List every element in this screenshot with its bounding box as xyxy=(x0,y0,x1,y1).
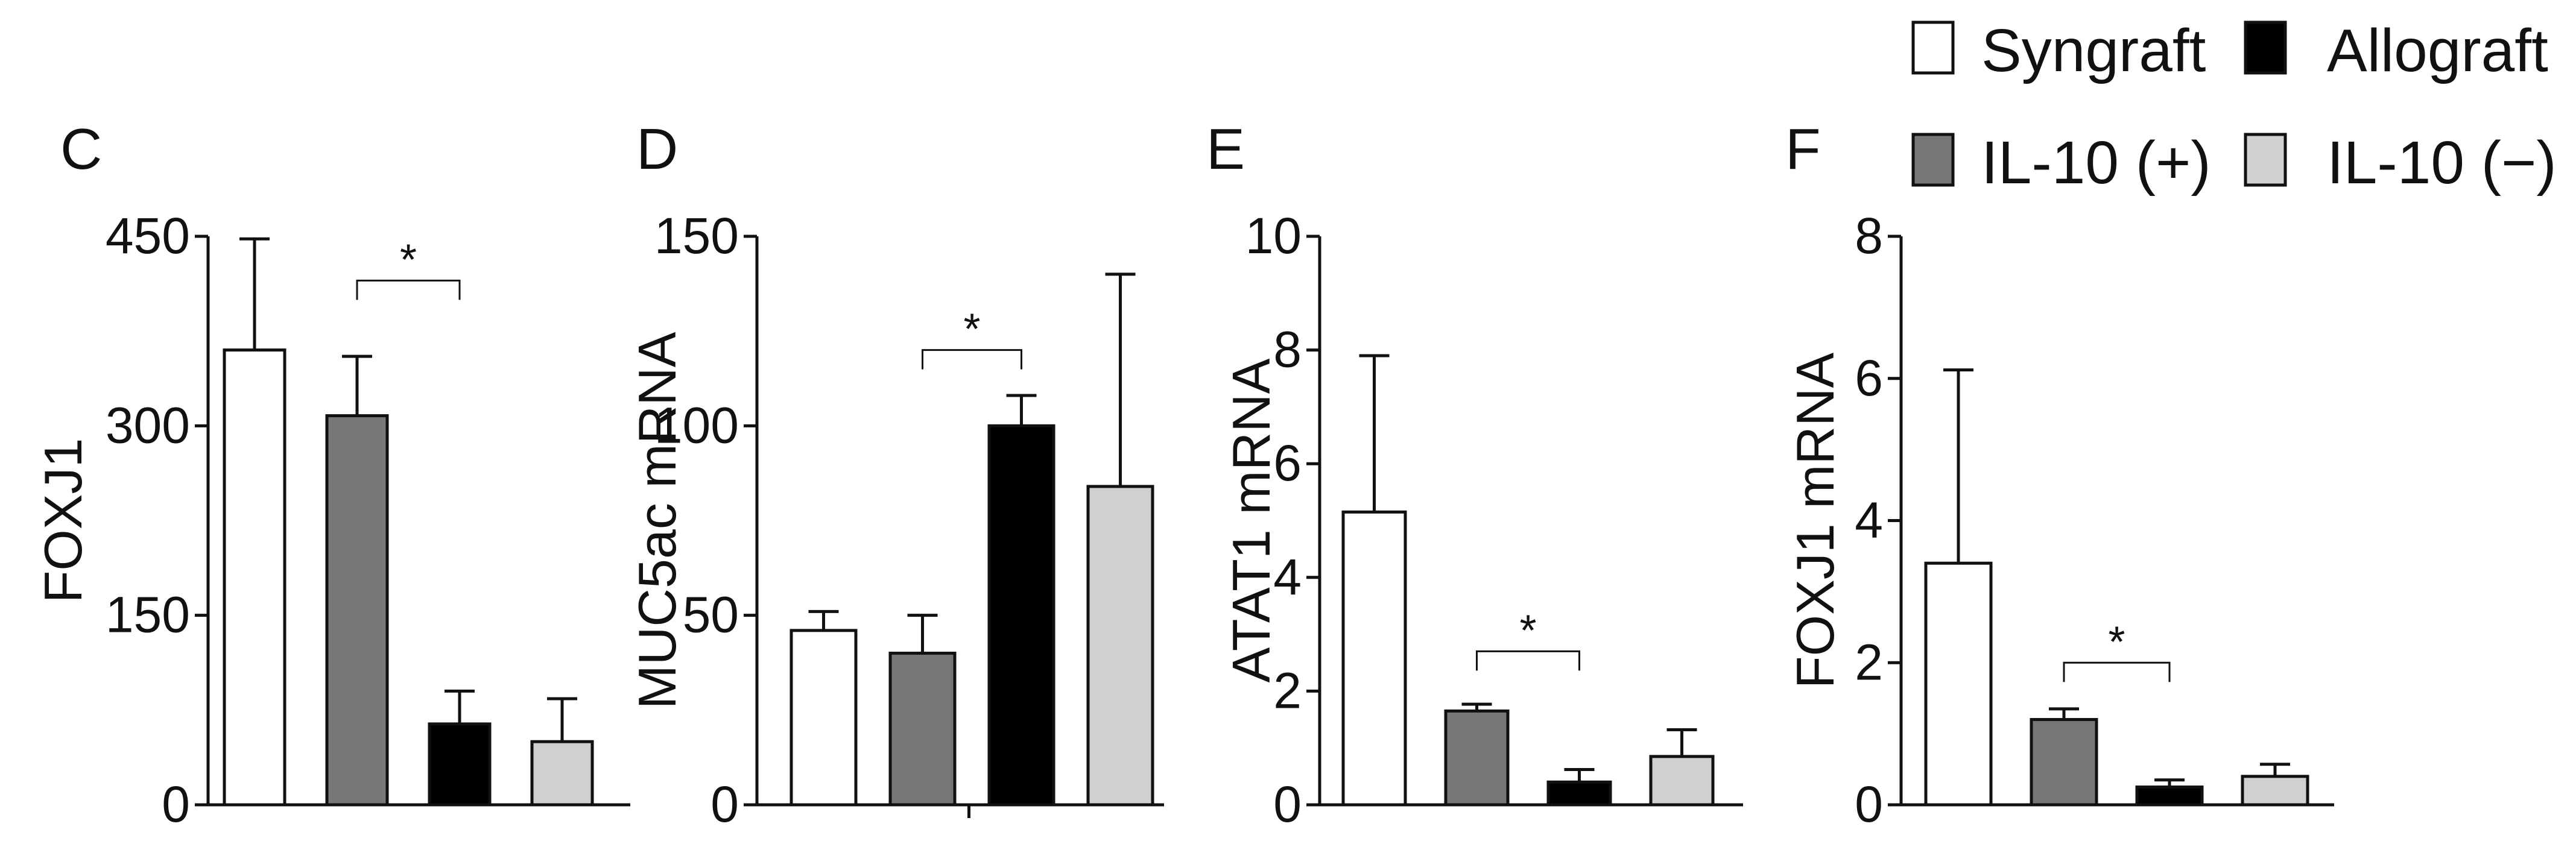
bar-il-10- xyxy=(1444,709,1510,807)
y-tick-label: 8 xyxy=(1273,321,1302,378)
significance-label: * xyxy=(400,236,417,284)
bar-il-10- xyxy=(530,740,594,807)
significance-label: * xyxy=(963,306,980,354)
legend-label-allograft: Allograft xyxy=(2327,17,2548,84)
bar-syngraft xyxy=(1924,561,1993,807)
bar-il-10- xyxy=(1649,755,1715,807)
legend-label-syngraft: Syngraft xyxy=(1981,17,2206,84)
legend-label-il10-neg: IL-10 (−) xyxy=(2327,129,2557,197)
y-axis-label: ATAT1 mRNA xyxy=(1221,358,1281,682)
significance-bracket xyxy=(356,279,461,300)
panel-label-f: F xyxy=(1785,117,1821,181)
y-axis-label: MUC5ac mRNA xyxy=(627,332,687,709)
y-tick-label: 50 xyxy=(683,587,739,643)
y-tick-label: 300 xyxy=(106,397,190,453)
bar-syngraft xyxy=(790,629,858,807)
y-tick-label: 8 xyxy=(1855,207,1883,264)
panel-label-d: D xyxy=(636,117,678,181)
chart-panel-f: 0 2 4 6 8 FOXJ1 mRNA * xyxy=(1785,207,2334,833)
legend: Syngraft Allograft IL-10 (+) IL-10 (−) xyxy=(1911,17,2557,197)
legend-label-il10-pos: IL-10 (+) xyxy=(1981,129,2211,197)
bar-allograft xyxy=(987,424,1055,807)
y-tick-label: 10 xyxy=(1245,207,1302,264)
significance-bracket xyxy=(922,349,1022,370)
y-tick-label: 0 xyxy=(710,776,739,833)
bar-allograft xyxy=(2135,786,2204,807)
significance-bracket xyxy=(2063,661,2171,682)
y-tick-label: 2 xyxy=(1273,662,1302,719)
y-tick-label: 0 xyxy=(1273,776,1302,833)
y-tick-label: 450 xyxy=(106,207,190,264)
y-tick-label: 2 xyxy=(1855,634,1883,690)
bar-il-10- xyxy=(1086,485,1154,807)
y-tick-label: 0 xyxy=(1855,776,1883,833)
legend-swatch-syngraft xyxy=(1911,20,1955,75)
y-tick-label: 0 xyxy=(162,776,190,833)
chart-panel-e: 0 2 4 6 8 10 ATAT1 mRNA * xyxy=(1221,207,1743,833)
significance-label: * xyxy=(2108,618,2125,666)
y-tick-label: 4 xyxy=(1855,492,1883,549)
bar-allograft xyxy=(1546,780,1612,807)
bar-il-10- xyxy=(2030,718,2098,807)
legend-swatch-il10-pos xyxy=(1911,133,1955,187)
y-tick-label: 150 xyxy=(106,587,190,643)
bar-allograft xyxy=(428,722,492,807)
bar-il-10- xyxy=(2241,775,2309,807)
y-tick-label: 6 xyxy=(1855,350,1883,406)
panel-label-e: E xyxy=(1206,117,1245,181)
bar-syngraft xyxy=(1341,510,1407,807)
chart-panel-d: 0 50 100 150 MUC5ac mRNA * xyxy=(627,207,1164,833)
panel-label-c: C xyxy=(60,117,102,181)
chart-panel-c: 0 150 300 450 FOXJ1 * xyxy=(33,207,630,833)
bar-il-10- xyxy=(888,652,957,807)
legend-swatch-allograft xyxy=(2244,20,2287,75)
y-tick-label: 6 xyxy=(1273,435,1302,491)
y-axis-label: FOXJ1 mRNA xyxy=(1785,353,1845,689)
significance-bracket xyxy=(1476,650,1580,671)
legend-swatch-il10-neg xyxy=(2244,133,2287,187)
y-axis-label: FOXJ1 xyxy=(33,438,93,603)
bar-il-10- xyxy=(325,414,389,807)
y-tick-label: 150 xyxy=(654,207,739,264)
bar-syngraft xyxy=(223,348,286,807)
significance-label: * xyxy=(1519,606,1536,655)
y-tick-label: 100 xyxy=(654,397,739,453)
y-tick-label: 4 xyxy=(1273,549,1302,605)
